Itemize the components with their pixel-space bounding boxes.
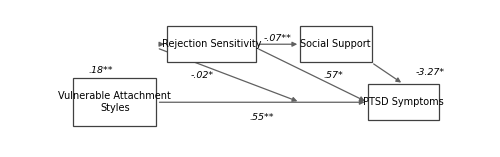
FancyBboxPatch shape (167, 26, 256, 62)
Text: Vulnerable Attachment
Styles: Vulnerable Attachment Styles (58, 92, 171, 113)
FancyBboxPatch shape (368, 84, 440, 120)
Text: -.07**: -.07** (264, 34, 291, 43)
FancyBboxPatch shape (300, 26, 372, 62)
Text: .18**: .18** (88, 66, 112, 75)
Text: .57*: .57* (324, 70, 344, 80)
FancyBboxPatch shape (73, 78, 156, 126)
Text: -.02*: -.02* (190, 70, 214, 80)
Text: -3.27*: -3.27* (416, 68, 445, 77)
Text: PTSD Symptoms: PTSD Symptoms (363, 97, 444, 107)
Text: .55**: .55** (250, 113, 274, 122)
Text: Rejection Sensitivity: Rejection Sensitivity (162, 39, 262, 49)
Text: Social Support: Social Support (300, 39, 371, 49)
